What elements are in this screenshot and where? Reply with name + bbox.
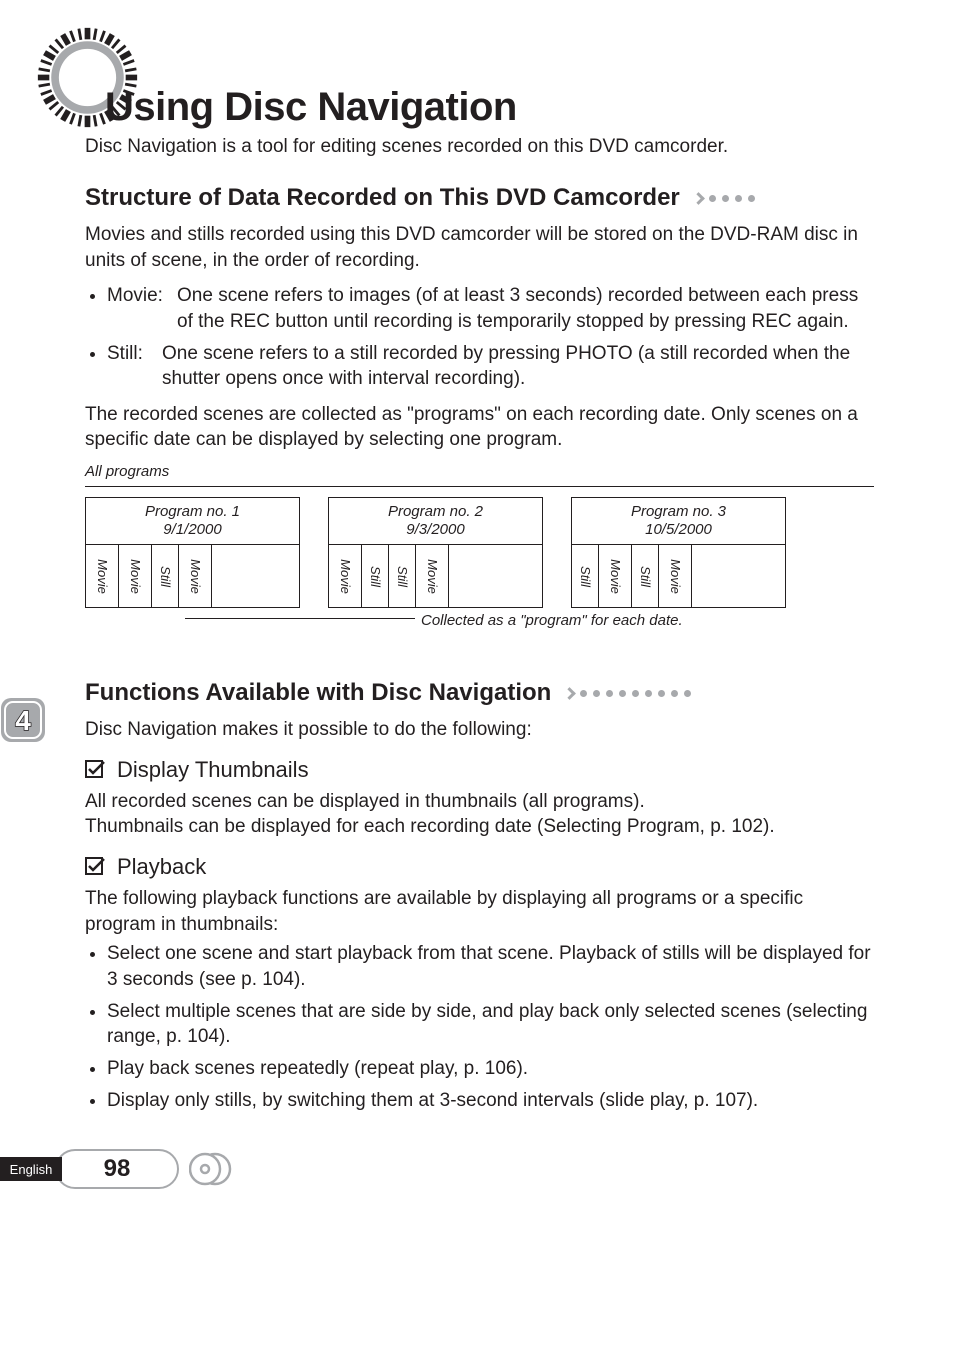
list-item: Select one scene and start playback from… bbox=[107, 941, 874, 992]
list-item: Movie:One scene refers to images (of at … bbox=[107, 283, 874, 334]
diagram-cell: Movie bbox=[416, 545, 449, 607]
language-tab: English bbox=[0, 1157, 62, 1181]
section-functions-heading: Functions Available with Disc Navigation bbox=[85, 679, 874, 707]
diagram-cell-empty bbox=[212, 545, 299, 607]
page-title: Using Disc Navigation bbox=[105, 85, 874, 130]
page-footer: 98 bbox=[55, 1149, 874, 1189]
section1-p2: The recorded scenes are collected as "pr… bbox=[85, 402, 874, 453]
program-header: Program no. 29/3/2000 bbox=[329, 498, 542, 545]
program-box: Program no. 310/5/2000 StillMovieStillMo… bbox=[571, 497, 786, 608]
list-item: Play back scenes repeatedly (repeat play… bbox=[107, 1056, 874, 1082]
playback-bullets: Select one scene and start playback from… bbox=[85, 941, 874, 1113]
check-icon bbox=[85, 760, 105, 780]
program-box: Program no. 29/3/2000 MovieStillStillMov… bbox=[328, 497, 543, 608]
all-programs-label: All programs bbox=[85, 463, 874, 480]
diagram-cell: Still bbox=[152, 545, 179, 607]
diagram-cell-empty bbox=[692, 545, 785, 607]
diagram-cell: Movie bbox=[119, 545, 152, 607]
diagram-cell: Movie bbox=[329, 545, 362, 607]
page-number: 98 bbox=[55, 1149, 179, 1189]
list-item: Still:One scene refers to a still record… bbox=[107, 341, 874, 392]
section2-intro: Disc Navigation makes it possible to do … bbox=[85, 717, 874, 743]
list-item: Select multiple scenes that are side by … bbox=[107, 999, 874, 1050]
diagram-cell: Movie bbox=[86, 545, 119, 607]
program-box: Program no. 19/1/2000 MovieMovieStillMov… bbox=[85, 497, 300, 608]
diagram-cell: Still bbox=[632, 545, 659, 607]
diagram-cell: Still bbox=[572, 545, 599, 607]
diagram-cell: Movie bbox=[659, 545, 692, 607]
diagram-cell: Still bbox=[362, 545, 389, 607]
chapter-number: 4 bbox=[15, 705, 31, 736]
program-header: Program no. 310/5/2000 bbox=[572, 498, 785, 545]
sub1-p2: Thumbnails can be displayed for each rec… bbox=[85, 814, 874, 840]
chapter-badge: 4 bbox=[0, 697, 46, 743]
list-item: Display only stills, by switching them a… bbox=[107, 1088, 874, 1114]
section1-p1: Movies and stills recorded using this DV… bbox=[85, 222, 874, 273]
disc-icon bbox=[189, 1151, 237, 1187]
program-diagram: Program no. 19/1/2000 MovieMovieStillMov… bbox=[85, 486, 874, 653]
check-icon bbox=[85, 857, 105, 877]
sub1-p1: All recorded scenes can be displayed in … bbox=[85, 789, 874, 815]
sub2-intro: The following playback functions are ava… bbox=[85, 886, 874, 937]
section-structure-heading: Structure of Data Recorded on This DVD C… bbox=[85, 184, 874, 212]
diagram-cell-empty bbox=[449, 545, 542, 607]
diagram-cell: Still bbox=[389, 545, 416, 607]
sub-playback: Playback bbox=[85, 854, 874, 880]
sub-display-thumbnails: Display Thumbnails bbox=[85, 757, 874, 783]
program-header: Program no. 19/1/2000 bbox=[86, 498, 299, 545]
definition-list: Movie:One scene refers to images (of at … bbox=[85, 283, 874, 392]
intro-text: Disc Navigation is a tool for editing sc… bbox=[85, 136, 874, 158]
diagram-caption: Collected as a "program" for each date. bbox=[421, 612, 683, 629]
diagram-cell: Movie bbox=[179, 545, 212, 607]
diagram-cell: Movie bbox=[599, 545, 632, 607]
